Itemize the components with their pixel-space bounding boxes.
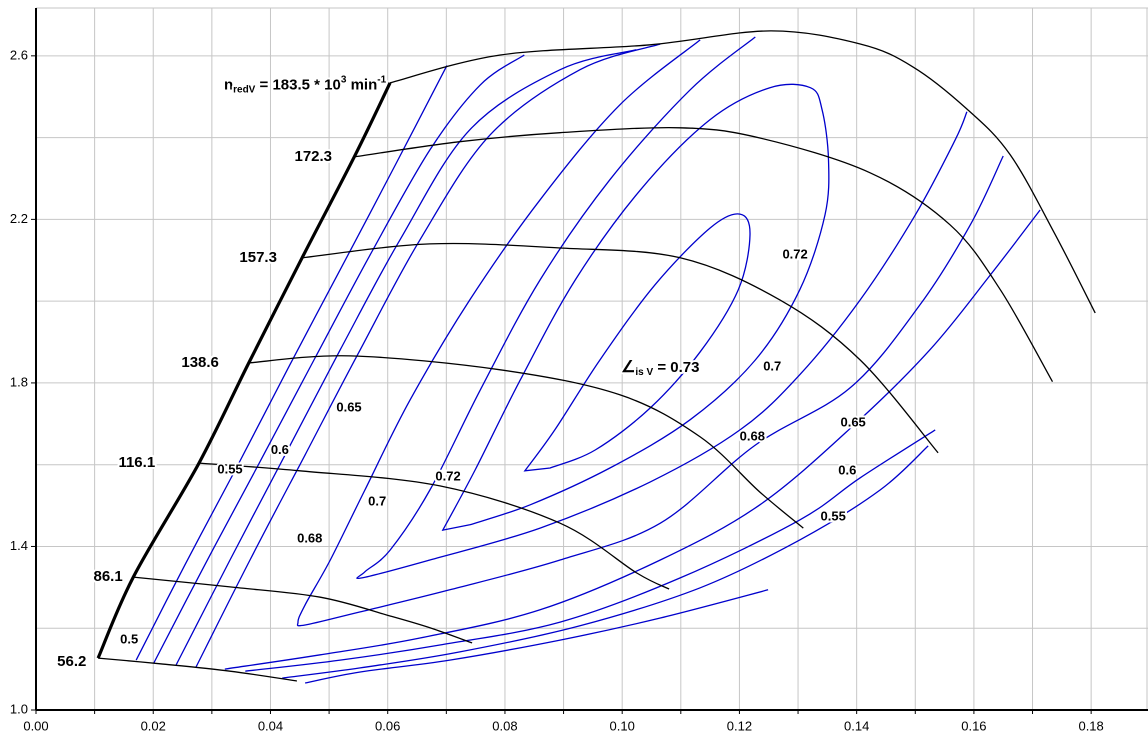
efficiency-contour-0.6 — [245, 429, 936, 672]
speed-line-172.3 — [354, 127, 1054, 383]
speed-annotation: nredV = 183.5 * 103 min-1 — [224, 74, 387, 95]
x-tick-label: 0.06 — [375, 718, 400, 733]
efficiency-contour-0.65 — [224, 209, 1041, 670]
speed-line-label-157.3: 157.3 — [239, 249, 277, 266]
contour-label-0.68: 0.68 — [740, 428, 765, 443]
contour-label-0.68: 0.68 — [297, 531, 322, 546]
efficiency-contour-0.73 — [523, 213, 751, 472]
contour-label-0.7: 0.7 — [763, 358, 781, 373]
efficiency-contour-0.5 — [135, 65, 448, 661]
x-tick-label: 0.16 — [961, 718, 986, 733]
y-tick-label: 1.0 — [10, 701, 28, 716]
speed-line-86.1 — [133, 576, 473, 644]
x-tick-label: 0.04 — [258, 718, 283, 733]
x-tick-label: 0.10 — [610, 718, 635, 733]
x-tick-label: 0.08 — [492, 718, 517, 733]
y-tick-label: 2.6 — [10, 47, 28, 62]
efficiency-contour-0.72 — [441, 83, 830, 532]
efficiency-contour-0.68 — [296, 39, 1004, 627]
efficiency-contour-0.55 — [282, 445, 929, 679]
speed-line-label-116.1: 116.1 — [118, 454, 155, 471]
y-tick-label: 1.4 — [10, 538, 28, 553]
surge-line — [96, 82, 392, 659]
contour-label-0.6: 0.6 — [271, 442, 289, 457]
speed-line-157.3 — [302, 242, 939, 454]
x-tick-label: 0.18 — [1078, 718, 1103, 733]
axis-ticks: 0.00 0.02 0.04 0.06 0.08 0.10 0.12 0.14 0.16 0.18… — [10, 47, 1104, 733]
speed-lines — [98, 30, 1096, 682]
speed-line-138.6 — [248, 355, 804, 529]
speed-line-56.2 — [98, 657, 297, 682]
contour-label-0.7: 0.7 — [368, 493, 386, 508]
speed-line-label-138.6: 138.6 — [181, 354, 219, 371]
speed-line-116.1 — [198, 462, 670, 590]
contour-label-0.65: 0.65 — [840, 414, 865, 429]
speed-line-label-86.1: 86.1 — [93, 568, 122, 585]
contour-label-0.6: 0.6 — [838, 462, 856, 477]
x-tick-label: 0.02 — [141, 718, 166, 733]
speed-line-label-172.3: 172.3 — [294, 148, 332, 165]
efficiency-annotation: ∠is V = 0.73 — [621, 359, 699, 378]
efficiency-contours — [135, 36, 1041, 684]
contour-label-0.72: 0.72 — [435, 468, 460, 483]
contour-label-0.5: 0.5 — [120, 632, 138, 647]
speed-line-label-56.2: 56.2 — [57, 653, 86, 670]
contour-label-0.72: 0.72 — [782, 246, 807, 261]
efficiency-contour-0.65 — [195, 43, 661, 668]
y-tick-label: 2.2 — [10, 211, 28, 226]
contour-label-0.55: 0.55 — [217, 461, 242, 476]
x-tick-label: 0.12 — [727, 718, 752, 733]
contour-label-0.55: 0.55 — [821, 508, 846, 523]
grid-lines — [36, 8, 1148, 710]
efficiency-contour-0.6 — [175, 49, 637, 666]
x-tick-label: 0.14 — [844, 718, 869, 733]
speed-line-183.5 — [389, 30, 1096, 314]
x-tick-label: 0.00 — [23, 718, 48, 733]
efficiency-contour-0.5 — [304, 589, 769, 684]
contour-label-0.65: 0.65 — [336, 399, 361, 414]
efficiency-contour-0.55 — [153, 54, 525, 664]
y-tick-label: 1.8 — [10, 374, 28, 389]
